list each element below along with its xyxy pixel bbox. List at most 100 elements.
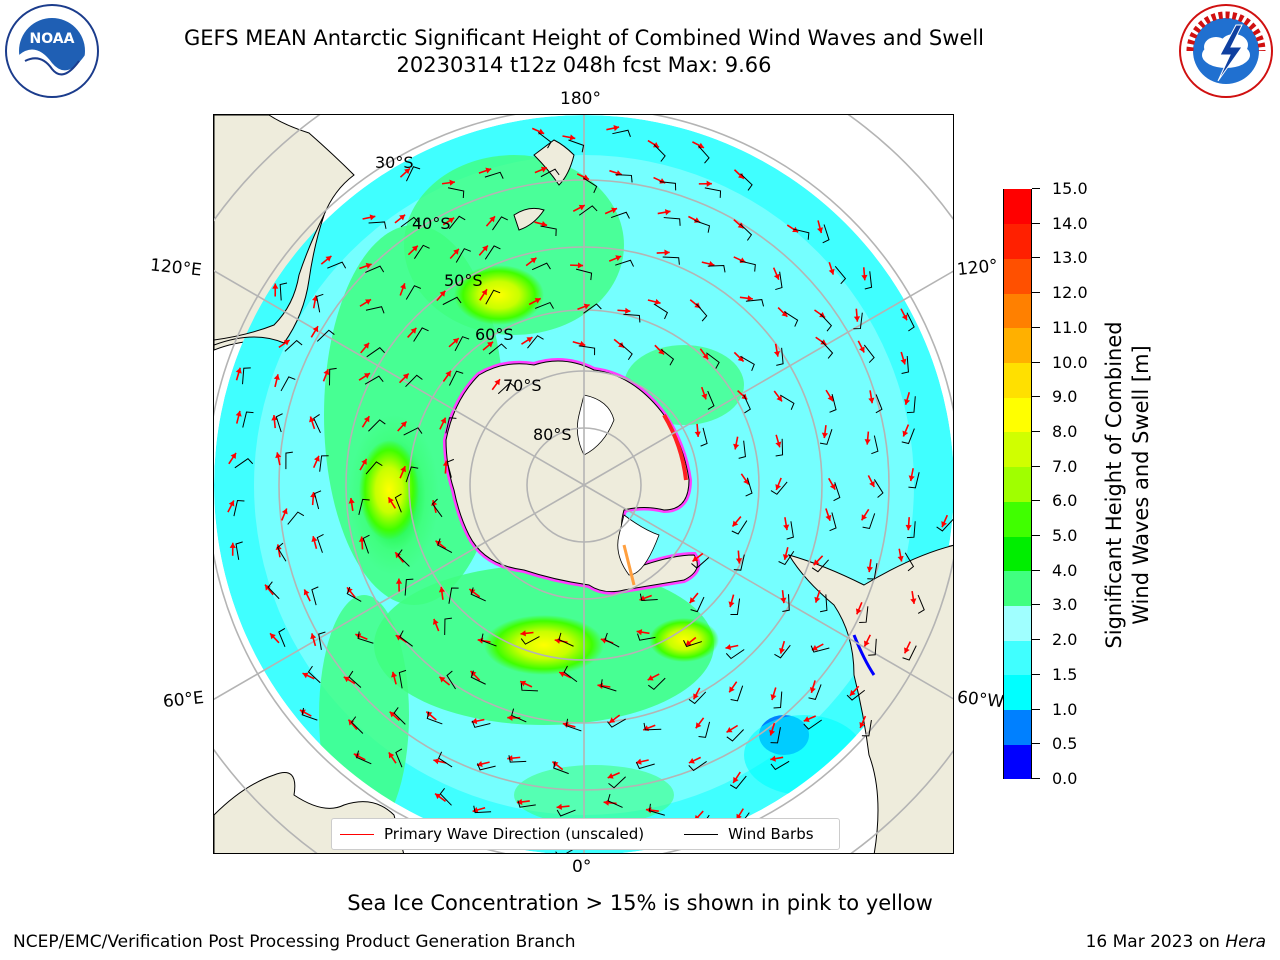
wave-arrowhead — [773, 350, 781, 357]
wave-arrowhead — [726, 726, 733, 733]
wind-barb — [553, 761, 569, 775]
wave-arrowhead — [689, 597, 696, 604]
wave-arrowhead — [732, 520, 739, 527]
wind-barb — [275, 413, 283, 433]
colorbar-tick-label: 9.0 — [1052, 387, 1078, 407]
wind-barb — [395, 748, 403, 768]
wind-barb — [348, 670, 362, 688]
colorbar-tick-label: 5.0 — [1052, 526, 1078, 546]
wind-barb — [731, 520, 748, 535]
wind-barb — [637, 633, 656, 641]
wind-barb — [520, 636, 540, 645]
noaa-logo-text: NOAA — [30, 31, 75, 47]
wind-barb — [600, 679, 617, 692]
colorbar-swatch — [1004, 674, 1031, 711]
wind-barb — [279, 282, 288, 301]
wind-barb — [476, 763, 496, 771]
footer-machine: Hera — [1225, 932, 1266, 952]
wind-barb — [783, 311, 799, 327]
wind-barb — [350, 716, 364, 734]
noaa-logo: NOAA — [5, 4, 99, 98]
wave-arrowhead — [442, 460, 450, 466]
wind-barb — [615, 174, 633, 183]
colorbar-tick-label: 10.0 — [1052, 352, 1088, 372]
wind-barb — [531, 262, 551, 271]
wind-barb — [729, 775, 747, 790]
wind-barb — [413, 244, 430, 259]
wave-arrowhead — [325, 255, 332, 262]
wave-arrowhead — [578, 204, 585, 211]
wave-arrowhead — [859, 722, 866, 728]
wave-arrowhead — [363, 416, 370, 423]
wind-barb — [867, 563, 878, 580]
lon-label-180: 180° — [560, 89, 601, 109]
wind-barb — [694, 220, 711, 233]
wind-barb — [770, 727, 781, 744]
wave-arrowhead — [309, 416, 315, 423]
wave-arrowhead — [647, 674, 654, 681]
wind-barb — [319, 455, 329, 472]
wave-arrowhead — [485, 167, 492, 174]
wave-arrowhead — [230, 452, 237, 459]
colorbar-tick — [1032, 430, 1040, 432]
graticule — [214, 115, 953, 853]
wave-arrowhead — [556, 803, 563, 810]
wave-arrowhead — [780, 597, 787, 604]
wave-arrowhead — [868, 397, 875, 404]
wind-barb — [829, 512, 837, 532]
wave-arrowhead — [747, 295, 753, 302]
wave-arrowhead — [821, 432, 829, 439]
wave-arrowhead — [399, 214, 406, 221]
wave-arrowhead — [639, 595, 646, 602]
wave-arrowhead — [782, 554, 789, 560]
wind-barb — [846, 689, 866, 701]
wind-barb — [864, 271, 873, 290]
wave-arrowhead — [625, 307, 631, 314]
wave-arrowhead — [829, 483, 836, 490]
wave-arrowhead — [813, 559, 820, 566]
wind-barb — [811, 559, 829, 573]
wind-barb — [235, 541, 243, 560]
wave-arrowhead — [273, 374, 280, 381]
wave-arrowhead — [725, 644, 732, 651]
wind-barb — [242, 367, 251, 385]
wind-barb — [906, 396, 916, 414]
wind-barb — [358, 498, 370, 516]
wind-barb — [653, 144, 666, 162]
wave-arrowhead — [348, 498, 355, 504]
wave-arrowhead — [904, 398, 911, 405]
wave-arrowhead — [520, 680, 527, 687]
wave-arrowhead — [302, 672, 309, 679]
wave-arrowhead — [448, 217, 455, 224]
wave-arrowhead — [361, 458, 367, 465]
wave-arrowhead — [445, 370, 451, 377]
wind-barb — [619, 342, 633, 361]
wind-barb — [405, 466, 419, 483]
wind-barb — [398, 669, 407, 689]
wave-arrowhead — [235, 367, 242, 374]
wave-arrowhead — [692, 555, 699, 562]
wind-barb — [568, 139, 585, 153]
colorbar-tick-label: 13.0 — [1052, 248, 1088, 268]
wind-barb — [786, 521, 794, 540]
wave-arrowhead — [819, 312, 826, 318]
colorbar-tick — [1032, 639, 1040, 641]
colorbar-tick-label: 4.0 — [1052, 560, 1078, 580]
wave-arrowhead — [559, 671, 566, 678]
colorbar-tick-label: 15.0 — [1052, 179, 1088, 198]
wave-arrowhead — [516, 798, 523, 805]
wave-arrowhead — [481, 289, 487, 296]
wave-arrowhead — [449, 179, 455, 186]
colorbar-swatch — [1004, 293, 1031, 329]
wave-arrowhead — [314, 455, 320, 462]
wave-arrowhead — [552, 761, 559, 768]
colorbar-tick — [1032, 257, 1040, 259]
wind-barb — [368, 419, 386, 432]
colorbar-tick-label: 12.0 — [1052, 283, 1088, 303]
wave-arrowhead — [902, 430, 909, 437]
wave-arrowhead — [770, 694, 777, 700]
wind-barb — [368, 221, 387, 229]
wind-barb — [285, 451, 293, 470]
wave-arrowhead — [410, 327, 417, 334]
wind-barb — [663, 217, 681, 226]
